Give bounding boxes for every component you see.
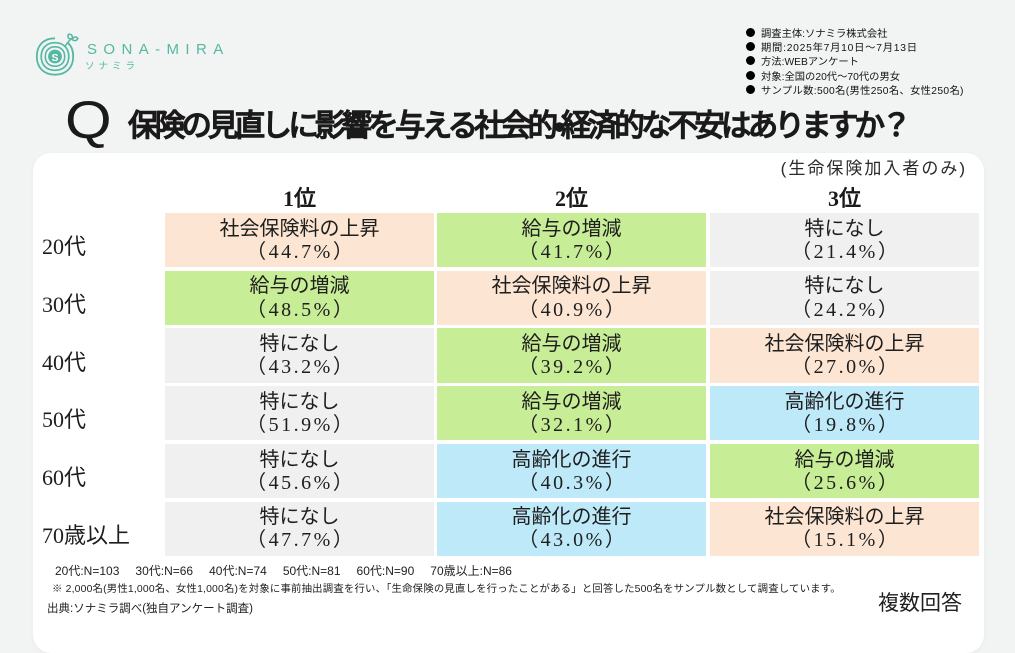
svg-text:S: S [51, 52, 58, 64]
